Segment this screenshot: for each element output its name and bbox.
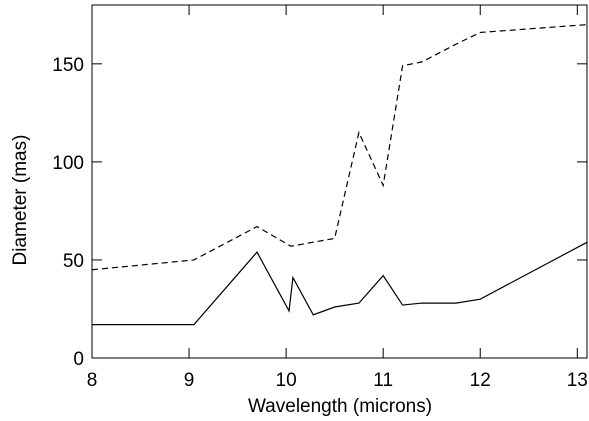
data-line — [92, 241, 588, 326]
x-tick-label: 12 — [470, 370, 491, 391]
x-tick-label: 10 — [276, 370, 297, 391]
x-tick-label: 8 — [87, 370, 98, 391]
plot-frame — [91, 4, 588, 359]
y-tick-label: 50 — [63, 251, 84, 272]
y-axis-label: Diameter (mas) — [10, 135, 31, 266]
x-tick-label: 9 — [184, 370, 195, 391]
data-line — [91, 24, 588, 271]
y-tick-label: 150 — [52, 55, 84, 76]
y-tick-label: 100 — [52, 153, 84, 174]
x-tick-label: 11 — [373, 370, 393, 391]
x-axis-label: Wavelength (microns) — [248, 396, 432, 417]
y-tick-label: 0 — [73, 349, 84, 370]
x-tick-label: 13 — [567, 370, 588, 391]
